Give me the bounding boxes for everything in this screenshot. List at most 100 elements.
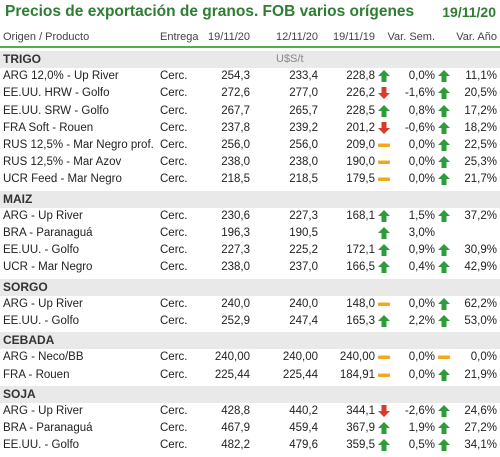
delivery-cell: Cerc. xyxy=(160,156,188,169)
delivery-cell: Cerc. xyxy=(160,87,188,100)
delivery-cell: Cerc. xyxy=(160,261,188,274)
arrow-up-icon xyxy=(378,227,390,239)
arrow-up-icon xyxy=(438,173,450,186)
var-year-cell: 21,7% xyxy=(464,173,497,186)
table-row: ARG - Neco/BB Cerc. 240,00 240,00 240,00 0,0%… xyxy=(0,350,500,367)
table-row: EE.UU. - Golfo Cerc. 252,9 247,4 165,3 2,2% 53… xyxy=(0,314,500,331)
table-row: FRA Soft - Rouen Cerc. 237,8 239,2 201,2 -0,6… xyxy=(0,121,500,138)
var-week-cell: 0,0% xyxy=(408,156,435,169)
price-date-2: 459,4 xyxy=(289,422,318,435)
section-header: TRIGO U$S/t xyxy=(0,51,500,68)
var-week-cell: 3,0% xyxy=(408,227,435,239)
price-date-2: 190,5 xyxy=(289,227,318,239)
price-date-1: 230,6 xyxy=(221,209,250,222)
table-row: RUS 12,5% - Mar Negro prof. Cerc. 256,0 256… xyxy=(0,138,500,155)
delivery-cell: Cerc. xyxy=(160,173,188,186)
price-date-1: 272,6 xyxy=(221,87,250,100)
var-year-cell: 21,9% xyxy=(464,368,497,381)
title-bar: Precios de exportación de granos. FOB va… xyxy=(0,0,500,28)
arrow-up-icon xyxy=(438,244,450,257)
product-name: FRA - Rouen xyxy=(3,368,70,381)
col-date-2: 12/11/20 xyxy=(275,31,318,43)
price-date-3: 226,2 xyxy=(346,87,375,100)
var-year-cell: 27,2% xyxy=(464,422,497,435)
price-date-1: 254,3 xyxy=(221,70,250,83)
arrow-up-icon xyxy=(378,439,390,452)
price-date-3: 209,0 xyxy=(346,139,375,151)
delivery-cell: Cerc. xyxy=(160,315,188,327)
price-date-3: 359,5 xyxy=(346,439,375,452)
arrow-up-icon xyxy=(438,439,450,452)
price-date-3: 172,1 xyxy=(346,244,375,257)
delivery-cell: Cerc. xyxy=(160,439,188,452)
arrow-up-icon xyxy=(438,405,450,417)
delivery-cell: Cerc. xyxy=(160,297,188,310)
price-date-2: 237,0 xyxy=(289,261,318,274)
delivery-cell: Cerc. xyxy=(160,368,188,381)
flat-bar-icon xyxy=(378,139,390,151)
var-week-cell: 0,0% xyxy=(408,139,435,151)
delivery-cell: Cerc. xyxy=(160,139,188,151)
table-row: UCR - Mar Negro Cerc. 238,0 237,0 166,5 0,4% 4… xyxy=(0,260,500,277)
product-name: EE.UU. - Golfo xyxy=(3,244,80,257)
section-header: MAIZ xyxy=(0,190,500,208)
arrow-up-icon xyxy=(378,261,390,274)
arrow-up-icon xyxy=(378,315,390,327)
product-name: BRA - Paranaguá xyxy=(3,227,93,239)
var-week-cell: 0,9% xyxy=(408,244,435,257)
var-week-cell: 0,5% xyxy=(408,439,435,452)
column-header-row: Origen / Producto Entrega 19/11/20 12/11… xyxy=(0,28,500,48)
price-date-3: 179,5 xyxy=(346,173,375,186)
price-date-1: 237,8 xyxy=(221,121,250,134)
price-date-3: 201,2 xyxy=(346,121,375,134)
product-name: ARG 12,0% - Up River xyxy=(3,70,119,83)
price-date-2: 239,2 xyxy=(289,121,318,134)
var-week-cell: 1,5% xyxy=(408,209,435,222)
table-row: ARG - Up River Cerc. 428,8 440,2 344,1 -2,6% 2… xyxy=(0,404,500,421)
flat-bar-icon xyxy=(378,369,390,381)
product-name: UCR Feed - Mar Negro xyxy=(3,173,122,186)
arrow-up-icon xyxy=(378,422,390,435)
table-row: RUS 12,5% - Mar Azov Cerc. 238,0 238,0 190,0… xyxy=(0,155,500,172)
var-year-cell: 22,5% xyxy=(464,139,497,151)
price-date-1: 238,0 xyxy=(221,261,250,274)
arrow-up-icon xyxy=(378,209,390,222)
var-year-cell: 37,2% xyxy=(464,209,497,222)
product-name: EE.UU. HRW - Golfo xyxy=(3,87,110,100)
delivery-cell: Cerc. xyxy=(160,121,188,134)
price-date-2: 256,0 xyxy=(289,139,318,151)
price-date-1: 238,0 xyxy=(221,156,250,169)
page-title: Precios de exportación de granos. FOB va… xyxy=(5,3,415,20)
var-year-cell: 34,1% xyxy=(464,439,497,452)
price-date-1: 252,9 xyxy=(221,315,250,327)
arrow-up-icon xyxy=(438,70,450,83)
table-row: BRA - Paranaguá Cerc. 196,3 190,5 3,0% xyxy=(0,226,500,243)
price-date-3: 184,91 xyxy=(339,368,375,381)
price-date-2: 265,7 xyxy=(289,104,318,117)
delivery-cell: Cerc. xyxy=(160,209,188,222)
price-date-3: 190,0 xyxy=(346,156,375,169)
delivery-cell: Cerc. xyxy=(160,351,188,364)
price-date-2: 225,2 xyxy=(289,244,318,257)
product-name: ARG - Up River xyxy=(3,405,83,417)
delivery-cell: Cerc. xyxy=(160,70,188,83)
table-row: FRA - Rouen Cerc. 225,44 225,44 184,91 0,0% 21… xyxy=(0,368,500,385)
product-name: BRA - Paranaguá xyxy=(3,422,93,435)
table-row: UCR Feed - Mar Negro Cerc. 218,5 218,5 179,5… xyxy=(0,172,500,189)
price-date-1: 196,3 xyxy=(221,227,250,239)
section-header: CEBADA xyxy=(0,332,500,350)
arrow-up-icon xyxy=(438,368,450,381)
arrow-up-icon xyxy=(378,104,390,117)
var-week-cell: 0,8% xyxy=(408,104,435,117)
col-date-3: 19/11/19 xyxy=(332,31,375,43)
arrow-down-icon xyxy=(378,87,390,100)
price-date-2: 233,4 xyxy=(289,70,318,83)
price-date-3: 344,1 xyxy=(346,405,375,417)
var-week-cell: 0,0% xyxy=(408,70,435,83)
arrow-up-icon xyxy=(438,297,450,310)
price-date-2: 277,0 xyxy=(289,87,318,100)
var-year-cell: 11,1% xyxy=(465,70,497,83)
report-date: 19/11/20 xyxy=(442,4,496,20)
price-date-3: 148,0 xyxy=(346,297,375,310)
price-date-1: 218,5 xyxy=(221,173,250,186)
